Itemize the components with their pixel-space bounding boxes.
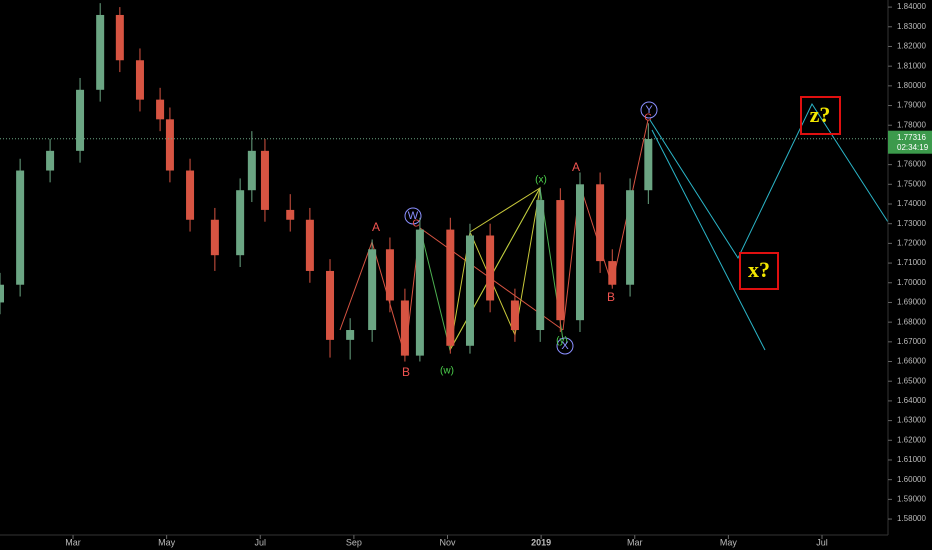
y-tick-label: 1.65000 [897,376,926,385]
y-tick-label: 1.69000 [897,298,926,307]
candle-body [286,209,295,220]
y-tick-label: 1.66000 [897,357,926,366]
y-tick-label: 1.74000 [897,199,926,208]
candle-body [510,300,519,331]
candle-body [536,200,545,331]
candle-body [305,219,314,271]
x-tick-label: Mar [65,537,81,547]
candle-body [16,170,25,285]
x-tick-label: Sep [346,537,362,547]
candle-body [556,200,565,321]
x-box [739,252,779,290]
candle-body [247,150,256,191]
wave-label: C [412,219,419,230]
price-tag [888,130,932,154]
candle-body [608,261,617,285]
y-tick-label: 1.71000 [897,258,926,267]
y-tick-label: 1.60000 [897,475,926,484]
wave-label: (y) [556,336,568,347]
candle-body [135,60,144,100]
candle-body [626,190,635,285]
x-tick-label: Jul [255,537,267,547]
candle-body [210,219,219,256]
y-tick-label: 1.67000 [897,337,926,346]
candle-body [465,235,474,346]
wave-label: C [644,113,651,124]
y-tick-label: 1.76000 [897,160,926,169]
wave-label: B [607,290,615,304]
candle-body [575,184,584,321]
wave-label: W [408,210,419,222]
candle-body [236,190,245,256]
candle-body [76,89,85,151]
x-tick-label: May [158,537,176,547]
y-tick-label: 1.68000 [897,317,926,326]
y-tick-label: 1.59000 [897,494,926,503]
wave-label: (w) [440,366,454,377]
y-tick-label: 1.78000 [897,120,926,129]
x-tick-label: Nov [440,537,457,547]
y-tick-label: 1.63000 [897,416,926,425]
candle-body [156,99,165,120]
candle-body [0,284,4,303]
y-tick-label: 1.70000 [897,278,926,287]
wave-label: A [572,160,580,174]
wave-label: (x) [535,175,547,186]
candle-body [400,300,409,356]
x-tick-label: Jul [816,537,828,547]
wave-circle [556,337,574,355]
countdown: 02:34:19 [897,143,929,152]
wave-circle [404,207,422,225]
candle-body [368,249,377,331]
candle-body [446,229,455,346]
wave-label: A [372,220,380,234]
y-tick-label: 1.58000 [897,514,926,523]
candle-body [46,150,55,171]
candle-body [326,270,335,340]
candle-body [415,229,424,356]
projection-2 [651,129,766,351]
candle-body [260,150,269,210]
x-tick-label: Mar [627,537,643,547]
price-label: 1.77316 [897,133,926,142]
wave-label: x? [748,257,770,282]
z-box [800,96,841,135]
x-tick-label: May [720,537,738,547]
y-tick-label: 1.81000 [897,61,926,70]
y-tick-label: 1.82000 [897,42,926,51]
candle-body [596,184,605,262]
y-tick-label: 1.79000 [897,101,926,110]
candle-body [96,14,105,90]
wave-label: Y [645,104,653,116]
wave-label: z? [810,102,831,127]
candle-body [385,249,394,301]
candle-body [186,170,195,220]
candle-body [644,139,653,191]
candle-body [165,119,174,171]
wave-circle [640,101,658,119]
candle-body [115,14,124,61]
wave-label: B [402,365,410,379]
y-tick-label: 1.64000 [897,396,926,405]
x-tick-label: 2019 [531,537,551,547]
candle-body [486,235,495,301]
wave-label: X [561,340,569,352]
y-tick-label: 1.62000 [897,435,926,444]
y-tick-label: 1.83000 [897,22,926,31]
yellow-wave-2 [449,187,541,351]
y-tick-label: 1.72000 [897,238,926,247]
wave-drawings [339,96,889,357]
y-tick-label: 1.75000 [897,179,926,188]
projection [649,102,889,260]
y-tick-label: 1.80000 [897,81,926,90]
y-tick-label: 1.73000 [897,219,926,228]
y-tick-label: 1.84000 [897,2,926,11]
red-wave-2 [562,119,649,331]
candle-body [346,330,355,340]
y-tick-label: 1.61000 [897,455,926,464]
